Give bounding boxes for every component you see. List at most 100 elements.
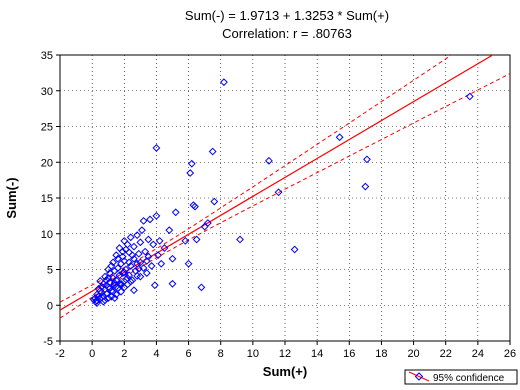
data-point xyxy=(154,251,162,260)
x-tick-label: 16 xyxy=(343,348,355,360)
x-tick-label: 4 xyxy=(153,348,159,360)
data-point xyxy=(110,279,119,287)
data-point xyxy=(134,264,143,273)
data-point xyxy=(104,294,113,303)
regression-line xyxy=(60,55,494,311)
data-point xyxy=(117,281,125,290)
data-point xyxy=(141,247,150,256)
data-point xyxy=(134,249,143,258)
y-tick-label: 0 xyxy=(47,300,53,312)
data-point xyxy=(121,275,130,284)
data-point xyxy=(110,294,119,303)
data-point xyxy=(160,244,169,252)
x-tick-label: 2 xyxy=(121,348,127,360)
data-point xyxy=(290,245,299,254)
x-tick-label: 20 xyxy=(407,348,419,360)
x-tick-label: 24 xyxy=(472,348,484,360)
data-point xyxy=(109,287,117,296)
data-point xyxy=(96,277,105,285)
grid-lines xyxy=(60,55,510,341)
y-tick-label: 30 xyxy=(41,86,53,98)
data-points xyxy=(89,78,474,308)
y-tick-label: 15 xyxy=(41,193,53,205)
data-point xyxy=(146,215,154,224)
data-point xyxy=(210,197,219,206)
data-point xyxy=(150,281,159,290)
data-point xyxy=(168,254,177,263)
x-tick-label: 10 xyxy=(247,348,259,360)
data-point xyxy=(133,231,142,240)
data-point xyxy=(157,259,166,268)
data-point xyxy=(465,92,474,101)
data-point xyxy=(130,286,138,295)
data-point xyxy=(112,251,121,260)
data-point xyxy=(203,219,212,227)
data-point xyxy=(186,169,195,177)
x-tick-label: -2 xyxy=(55,348,65,360)
chart-subtitle: Correlation: r = .80763 xyxy=(222,26,352,41)
data-point xyxy=(197,283,206,292)
data-point xyxy=(139,264,148,272)
x-tick-label: 26 xyxy=(504,348,516,360)
legend-box xyxy=(404,369,518,385)
data-point xyxy=(152,211,161,220)
data-point xyxy=(236,235,244,244)
data-point xyxy=(102,281,111,290)
data-point xyxy=(168,279,177,288)
x-tick-label: 18 xyxy=(375,348,387,360)
data-point xyxy=(181,236,190,245)
data-point xyxy=(125,271,134,280)
data-point xyxy=(123,240,132,249)
chart-title: Sum(-) = 1.9713 + 1.3253 * Sum(+) xyxy=(185,8,389,23)
legend: 95% confidence xyxy=(404,369,518,385)
data-point xyxy=(136,272,145,281)
data-point xyxy=(155,236,164,245)
data-point xyxy=(335,133,344,142)
data-point xyxy=(125,248,134,257)
x-tick-label: 6 xyxy=(186,348,192,360)
y-tick-label: 20 xyxy=(41,157,53,169)
data-point xyxy=(117,287,125,296)
data-point xyxy=(265,156,273,165)
data-point xyxy=(120,268,129,277)
data-point xyxy=(126,262,135,270)
y-tick-label: 35 xyxy=(41,50,53,62)
data-point xyxy=(138,226,146,235)
x-tick-label: 12 xyxy=(279,348,291,360)
data-point xyxy=(136,238,145,247)
data-point xyxy=(142,257,151,265)
data-point xyxy=(118,252,127,261)
legend-line-swatch xyxy=(408,371,430,382)
x-tick-label: 0 xyxy=(89,348,95,360)
data-point xyxy=(208,147,217,156)
data-point xyxy=(93,299,101,308)
data-point xyxy=(118,247,127,256)
y-axis-label: Sum(-) xyxy=(4,177,19,218)
data-point xyxy=(165,226,174,235)
data-point xyxy=(139,216,148,225)
x-tick-label: 8 xyxy=(218,348,224,360)
x-tick-label: 14 xyxy=(311,348,323,360)
data-point xyxy=(144,235,153,244)
data-point xyxy=(184,259,193,268)
data-point xyxy=(130,254,138,263)
data-point xyxy=(363,155,371,164)
data-point xyxy=(113,264,122,272)
data-point xyxy=(191,202,199,211)
data-point xyxy=(104,274,113,282)
data-point xyxy=(94,284,103,293)
y-axis-ticks: -5 0 5 10 15 20 25 30 35 xyxy=(41,50,60,348)
data-point xyxy=(126,233,135,242)
y-tick-label: 10 xyxy=(41,229,53,241)
regression-line-group xyxy=(60,55,494,311)
data-point xyxy=(115,271,124,280)
data-point xyxy=(192,235,201,244)
legend-marker-swatch xyxy=(414,372,424,381)
data-point xyxy=(142,269,151,277)
y-tick-label: 25 xyxy=(41,122,53,134)
y-tick-label: 5 xyxy=(47,265,53,277)
x-axis-label: Sum(+) xyxy=(263,364,307,379)
data-point xyxy=(152,144,161,152)
data-point xyxy=(147,262,156,270)
confidence-lower-line xyxy=(60,73,510,319)
